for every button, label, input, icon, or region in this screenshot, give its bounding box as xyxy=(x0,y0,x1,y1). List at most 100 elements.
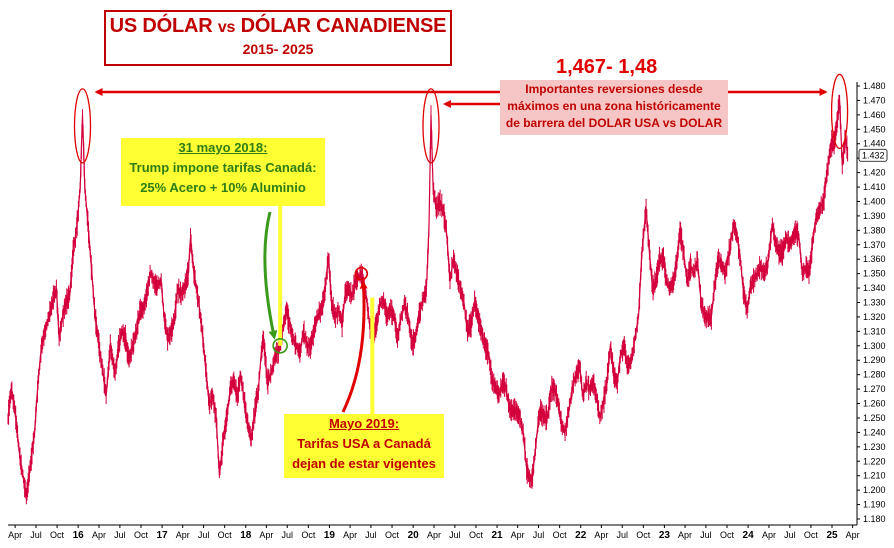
note-2019-heading: Mayo 2019: xyxy=(328,416,400,431)
y-tick-label: 1.250 xyxy=(863,413,886,423)
chart-annotations: 1.432 xyxy=(73,73,888,414)
x-tick-label: Apr xyxy=(343,530,357,540)
price-line xyxy=(7,100,849,498)
x-tick-label: Apr xyxy=(8,530,22,540)
y-tick-label: 1.360 xyxy=(863,254,886,264)
y-tick-label: 1.390 xyxy=(863,211,886,221)
x-tick-label: Oct xyxy=(469,530,484,540)
y-tick-label: 1.290 xyxy=(863,355,886,365)
x-tick-label: Oct xyxy=(50,530,65,540)
x-tick-label: Apr xyxy=(678,530,692,540)
x-tick-label: Jul xyxy=(700,530,712,540)
title-part-vs: vs xyxy=(217,19,236,36)
x-tick-label: Jul xyxy=(616,530,628,540)
note-2018-line: 25% Acero + 10% Aluminio xyxy=(140,180,306,195)
y-tick-label: 1.190 xyxy=(863,500,886,510)
x-tick-label: Apr xyxy=(594,530,608,540)
range-label: 1,467- 1,48 xyxy=(556,56,658,78)
reversal-note: Importantes reversiones desde máximos en… xyxy=(500,80,728,135)
x-tick-label: Jul xyxy=(784,530,796,540)
y-tick-label: 1.220 xyxy=(863,456,886,466)
x-tick-label: Apr xyxy=(259,530,273,540)
chart-subtitle: 2015- 2025 xyxy=(242,41,314,57)
y-tick-label: 1.350 xyxy=(863,269,886,279)
peak-ellipse xyxy=(422,88,440,164)
x-tick-label: Jul xyxy=(114,530,126,540)
x-tick-label: Oct xyxy=(804,530,819,540)
y-tick-label: 1.330 xyxy=(863,298,886,308)
y-tick-label: 1.180 xyxy=(863,514,886,524)
x-tick-label: Apr xyxy=(427,530,441,540)
y-tick-label: 1.320 xyxy=(863,312,886,322)
x-tick-label: Jul xyxy=(449,530,461,540)
y-tick-label: 1.260 xyxy=(863,399,886,409)
x-tick-label: Oct xyxy=(636,530,651,540)
y-tick-label: 1.340 xyxy=(863,283,886,293)
x-tick-label: 16 xyxy=(73,530,85,541)
x-tick-label: Jul xyxy=(30,530,42,540)
x-tick-label: 21 xyxy=(491,530,503,541)
y-tick-label: 1.270 xyxy=(863,384,886,394)
x-tick-label: 17 xyxy=(157,530,169,541)
note-2019-line: dejan de estar vigentes xyxy=(292,456,436,471)
y-tick-label: 1.230 xyxy=(863,442,886,452)
y-tick-label: 1.470 xyxy=(863,95,886,105)
x-tick-label: 24 xyxy=(743,530,755,541)
event-2018-arrow xyxy=(263,211,278,340)
x-tick-label: 23 xyxy=(659,530,671,541)
event-2019-arrow xyxy=(341,280,368,413)
x-tick-label: 22 xyxy=(575,530,587,541)
x-tick-label: 25 xyxy=(826,530,838,541)
y-tick-label: 1.420 xyxy=(863,168,886,178)
y-tick-label: 1.280 xyxy=(863,370,886,380)
last-price-box xyxy=(858,148,888,162)
y-tick-label: 1.210 xyxy=(863,471,886,481)
x-tick-label: Jul xyxy=(365,530,377,540)
note-2019: Mayo 2019: Tarifas USA a Canadá dejan de… xyxy=(284,414,444,478)
reversal-note-line: de barrera del DOLAR USA vs DOLAR xyxy=(505,116,723,130)
chart-title: US DÓLAR vs DÓLAR CANADIENSE xyxy=(106,15,450,38)
y-tick-label: 1.310 xyxy=(863,326,886,336)
peak-ellipse xyxy=(830,73,849,150)
peak-ellipse xyxy=(73,88,92,164)
title-part-a: US DÓLAR xyxy=(109,15,218,37)
x-tick-label: Jul xyxy=(281,530,293,540)
y-tick-label: 1.400 xyxy=(863,196,886,206)
x-tick-label: Oct xyxy=(553,530,568,540)
price-series xyxy=(7,94,849,505)
event-2018-highlight xyxy=(278,206,283,346)
x-tick-label: 20 xyxy=(408,530,420,541)
x-tick-label: Oct xyxy=(720,530,735,540)
x-tick-label: Oct xyxy=(385,530,400,540)
y-tick-label: 1.450 xyxy=(863,124,886,134)
event-2019-circle xyxy=(354,266,369,281)
note-2018-heading: 31 mayo 2018: xyxy=(178,140,268,155)
y-tick-label: 1.460 xyxy=(863,110,886,120)
y-tick-label: 1.380 xyxy=(863,225,886,235)
x-tick-label: 19 xyxy=(324,530,336,541)
event-2019-highlight xyxy=(370,297,375,414)
note-2018-line: Trump impone tarifas Canadá: xyxy=(129,160,317,175)
last-price-label: 1.432 xyxy=(862,150,885,160)
x-tick-label: Jul xyxy=(198,530,210,540)
event-2018-circle xyxy=(272,337,288,354)
y-tick-label: 1.240 xyxy=(863,427,886,437)
x-tick-label: Oct xyxy=(134,530,149,540)
x-tick-label: Oct xyxy=(218,530,233,540)
reversal-note-line: Importantes reversiones desde xyxy=(525,82,703,96)
title-part-c: DÓLAR CANADIENSE xyxy=(235,15,447,37)
x-tick-label: Apr xyxy=(846,530,860,540)
y-tick-label: 1.200 xyxy=(863,485,886,495)
reversal-note-line: máximos en una zona históricamente xyxy=(507,99,721,113)
x-tick-label: Apr xyxy=(176,530,190,540)
y-tick-label: 1.370 xyxy=(863,240,886,250)
x-tick-label: Jul xyxy=(533,530,545,540)
x-tick-label: Apr xyxy=(511,530,525,540)
x-tick-label: Apr xyxy=(762,530,776,540)
y-tick-label: 1.480 xyxy=(863,81,886,91)
chart-axes: 1.4801.4701.4601.4501.4401.4301.4201.410… xyxy=(8,81,886,541)
y-tick-label: 1.440 xyxy=(863,139,886,149)
x-tick-label: 18 xyxy=(240,530,252,541)
note-2019-line: Tarifas USA a Canadá xyxy=(297,436,431,451)
